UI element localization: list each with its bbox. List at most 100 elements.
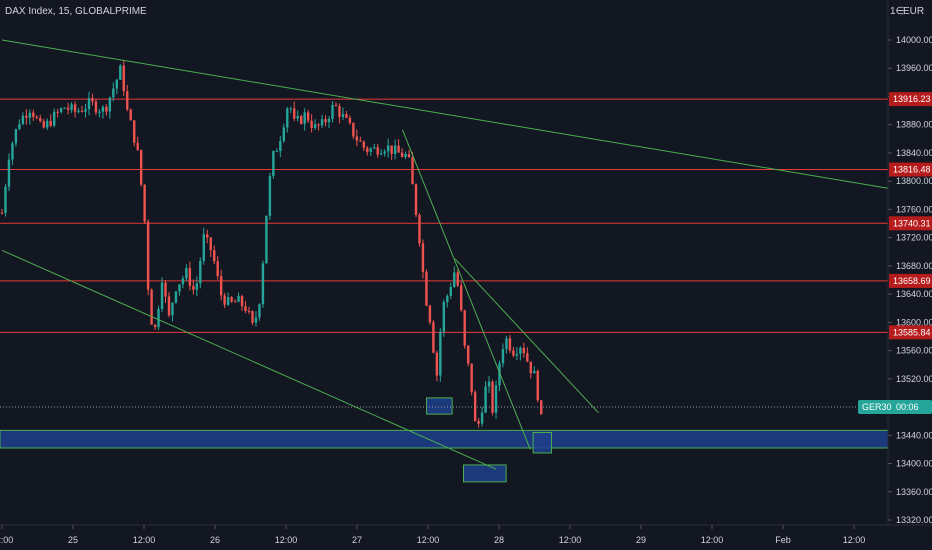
level-tag-box (889, 162, 932, 177)
y-tick-label: 13560.00 (896, 346, 932, 356)
candle-body (202, 234, 205, 261)
candle-body (324, 119, 327, 123)
candle-body (52, 111, 56, 126)
candle-body (456, 272, 459, 286)
candle-body (247, 311, 251, 313)
candle-body (386, 145, 390, 152)
candle-body (272, 151, 275, 176)
y-tick-label: 13840.00 (896, 148, 932, 158)
x-axis-panel[interactable] (0, 525, 932, 550)
y-tick-label: 13720.00 (896, 233, 932, 243)
trendlines (1, 39, 889, 470)
candle-body (133, 120, 136, 143)
candle-body (473, 392, 477, 422)
level-tag-label: 13816.48 (893, 165, 931, 175)
y-axis-panel[interactable] (888, 0, 932, 525)
current-price-tag: GER30 00:06 (858, 400, 932, 415)
candle-body (446, 295, 449, 302)
candle-body (533, 370, 536, 374)
candle-body (73, 104, 77, 112)
candle-body (188, 268, 192, 286)
y-tick-label: 13440.00 (896, 430, 932, 440)
candle-body (98, 111, 101, 113)
y-tick-label: 13960.00 (896, 63, 932, 73)
y-tick-label: 13680.00 (896, 261, 932, 271)
candle-body (11, 143, 14, 160)
candle-body (425, 271, 428, 306)
level-tag-label: 13658.69 (893, 276, 931, 286)
candle-body (355, 136, 359, 141)
trendline (1, 249, 497, 470)
candle-body (487, 381, 491, 387)
zone-support-band (0, 429, 889, 449)
candle-body (289, 108, 292, 110)
candle-body (442, 301, 446, 332)
chart-title: DAX Index, 15, GLOBALPRIME (5, 6, 147, 17)
candle-body (77, 111, 80, 113)
candle-body (251, 311, 254, 323)
candle-body (42, 121, 45, 128)
x-tick-label: 27 (352, 535, 362, 545)
candle-body (84, 109, 87, 112)
candle-body (206, 234, 209, 238)
candle-body (63, 107, 66, 109)
candle-body (209, 237, 212, 251)
candle-body (115, 79, 119, 89)
y-tick-label: 13760.00 (896, 204, 932, 214)
candle-body (136, 142, 139, 150)
candle-body (400, 152, 404, 158)
x-tick-label: 12:00 (417, 535, 440, 545)
candle-body (380, 153, 383, 155)
candle-body (101, 106, 105, 112)
candle-body (279, 141, 282, 151)
zone-box-low-2 (463, 464, 507, 483)
candle-body (296, 116, 299, 119)
x-tick-label: 28 (494, 535, 504, 545)
candle-body (522, 347, 526, 354)
candle-body (105, 106, 108, 112)
candle-body (390, 145, 393, 154)
candle-body (373, 147, 376, 149)
candle-body (306, 112, 310, 121)
candle-body (303, 112, 306, 124)
candle-body (153, 324, 157, 328)
candle-body (453, 272, 456, 288)
x-tick-label: 12:00 (843, 535, 866, 545)
candle-body (407, 154, 411, 158)
candle-body (80, 111, 84, 113)
candle-body (460, 285, 463, 311)
candle-body (216, 261, 219, 277)
candle-body (18, 124, 21, 130)
candle-body (139, 149, 143, 185)
candle-body (369, 148, 372, 152)
candle-body (268, 175, 272, 216)
x-tick-label: 12:00 (559, 535, 582, 545)
candle-body (536, 370, 539, 401)
candle-body (320, 119, 324, 126)
candle-body (286, 108, 289, 128)
candle-body (157, 308, 160, 328)
candle-body (119, 65, 122, 80)
candle-body (66, 107, 70, 110)
candle-body (293, 108, 296, 119)
candle-body (334, 104, 338, 106)
candle-body (439, 331, 442, 376)
x-tick-label: 26 (210, 535, 220, 545)
candle-body (87, 98, 91, 110)
candle-body (4, 186, 7, 214)
candle-body (470, 363, 473, 393)
candle-body (529, 361, 533, 374)
candle-body (160, 282, 164, 309)
currency-label[interactable]: EUR (903, 6, 924, 17)
candle-body (39, 117, 42, 122)
candle-body (94, 101, 98, 113)
candle-body (49, 120, 52, 126)
level-tag-label: 13916.23 (893, 94, 931, 104)
candle-body (28, 112, 32, 118)
level-tag-box (889, 325, 932, 340)
candle-body (331, 104, 334, 119)
current-symbol-label: GER30 (862, 402, 892, 412)
